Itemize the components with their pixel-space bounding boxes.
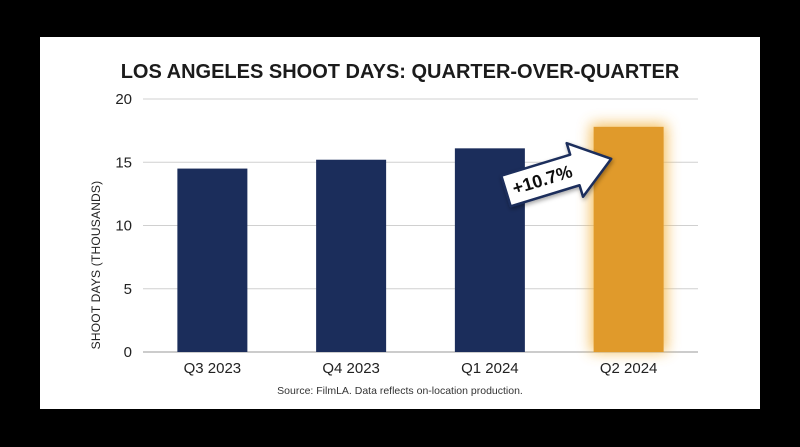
y-tick-label: 0: [124, 344, 132, 361]
bar-chart: LOS ANGELES SHOOT DAYS: QUARTER-OVER-QUA…: [89, 61, 698, 397]
x-tick-label: Q1 2024: [461, 360, 519, 377]
x-tick-label: Q4 2023: [322, 360, 380, 377]
y-axis-ticks: 0 5 10 15 20: [115, 91, 132, 361]
bar: [316, 159, 387, 352]
bars: [177, 123, 667, 352]
x-tick-label: Q3 2023: [184, 360, 242, 377]
x-tick-label: Q2 2024: [600, 360, 658, 377]
chart-card: LOS ANGELES SHOOT DAYS: QUARTER-OVER-QUA…: [40, 37, 760, 409]
y-tick-label: 15: [115, 154, 132, 171]
chart-title: LOS ANGELES SHOOT DAYS: QUARTER-OVER-QUA…: [121, 61, 680, 83]
y-tick-label: 10: [115, 218, 132, 235]
y-tick-label: 5: [124, 281, 132, 298]
source-note: Source: FilmLA. Data reflects on-locatio…: [277, 385, 523, 397]
growth-callout: +10.7%: [500, 141, 613, 208]
x-axis-ticks: Q3 2023 Q4 2023 Q1 2024 Q2 2024: [184, 360, 658, 377]
bar: [177, 168, 248, 352]
y-tick-label: 20: [115, 91, 132, 108]
y-axis-label: SHOOT DAYS (THOUSANDS): [89, 181, 103, 350]
growth-arrow: [500, 141, 613, 208]
